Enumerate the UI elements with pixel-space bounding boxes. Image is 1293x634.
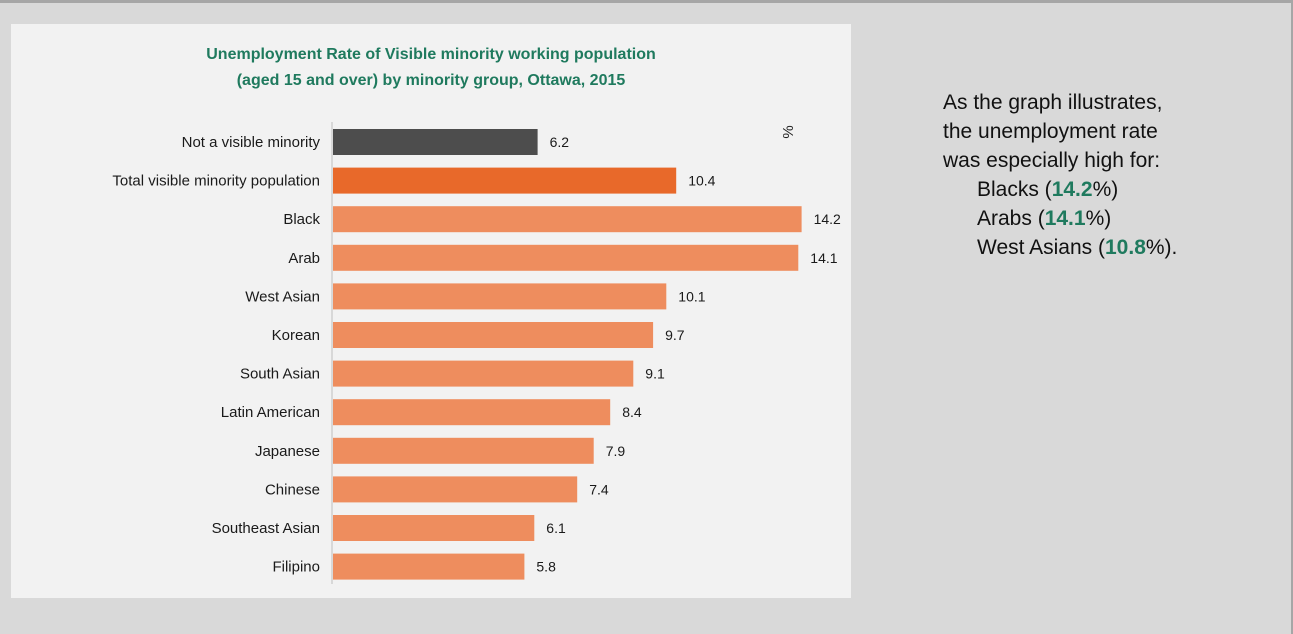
category-label: West Asian [245, 288, 320, 305]
bar [333, 515, 535, 541]
note-line-2: the unemployment rate [943, 120, 1158, 143]
value-label: 14.1 [810, 250, 837, 266]
category-label: Chinese [265, 481, 320, 498]
note-item-suffix: %) [1092, 178, 1119, 201]
unit-label: % [780, 125, 797, 138]
bar [333, 283, 667, 310]
bar [333, 553, 525, 580]
bar [333, 244, 799, 271]
note-item-prefix: Blacks ( [977, 178, 1052, 201]
bars-group: Not a visible minority 6.2 Total visible m… [112, 129, 841, 580]
category-label: Black [283, 211, 320, 228]
side-note: As the graph illustrates, the unemployme… [943, 88, 1273, 262]
bar-chart: % Not a visible minority 6.2 Total visible… [112, 122, 841, 584]
bar [333, 129, 538, 155]
value-label: 9.1 [645, 366, 665, 382]
note-item-prefix: Arabs ( [977, 207, 1045, 230]
value-label: 5.8 [536, 559, 556, 575]
category-label: South Asian [240, 366, 320, 383]
note-item-west-asians: West Asians (10.8%). [943, 233, 1273, 262]
note-item-suffix: %) [1085, 207, 1112, 230]
value-label: 14.2 [814, 211, 841, 227]
value-label: 9.7 [665, 327, 685, 343]
category-label: Japanese [255, 443, 320, 460]
bar [333, 360, 634, 387]
value-label: 10.1 [678, 288, 705, 304]
note-line-3: was especially high for: [943, 149, 1161, 172]
bar [333, 476, 578, 503]
category-label: Total visible minority population [112, 173, 320, 190]
note-item-value: 10.8 [1105, 236, 1146, 259]
bar [333, 399, 611, 426]
chart-title-line1: Unemployment Rate of Visible minority wo… [206, 46, 656, 63]
bar [333, 322, 654, 348]
value-label: 6.1 [546, 520, 566, 536]
bar [333, 206, 802, 233]
value-label: 6.2 [550, 134, 570, 150]
value-label: 7.4 [589, 481, 609, 497]
value-label: 10.4 [688, 173, 715, 189]
category-label: Korean [272, 327, 320, 344]
note-item-blacks: Blacks (14.2%) [943, 175, 1273, 204]
bar [333, 437, 594, 464]
category-label: Latin American [221, 404, 320, 421]
note-item-value: 14.2 [1051, 178, 1093, 201]
note-item-arabs: Arabs (14.1%) [943, 204, 1273, 233]
note-item-suffix: %). [1145, 236, 1178, 259]
top-border [0, 0, 1293, 3]
category-label: Filipino [272, 559, 320, 576]
value-label: 7.9 [606, 443, 626, 459]
note-item-prefix: West Asians ( [977, 236, 1105, 259]
category-label: Not a visible minority [182, 134, 321, 151]
note-item-value: 14.1 [1044, 207, 1086, 230]
chart-title: Unemployment Rate of Visible minority wo… [11, 42, 851, 94]
value-label: 8.4 [622, 404, 642, 420]
category-label: Arab [288, 250, 320, 267]
bar [333, 167, 677, 194]
right-border [1291, 0, 1293, 634]
chart-title-line2: (aged 15 and over) by minority group, Ot… [236, 72, 626, 89]
chart-panel: Unemployment Rate of Visible minority wo… [11, 24, 851, 598]
category-label: Southeast Asian [212, 520, 320, 537]
note-line-1: As the graph illustrates, [943, 91, 1163, 114]
